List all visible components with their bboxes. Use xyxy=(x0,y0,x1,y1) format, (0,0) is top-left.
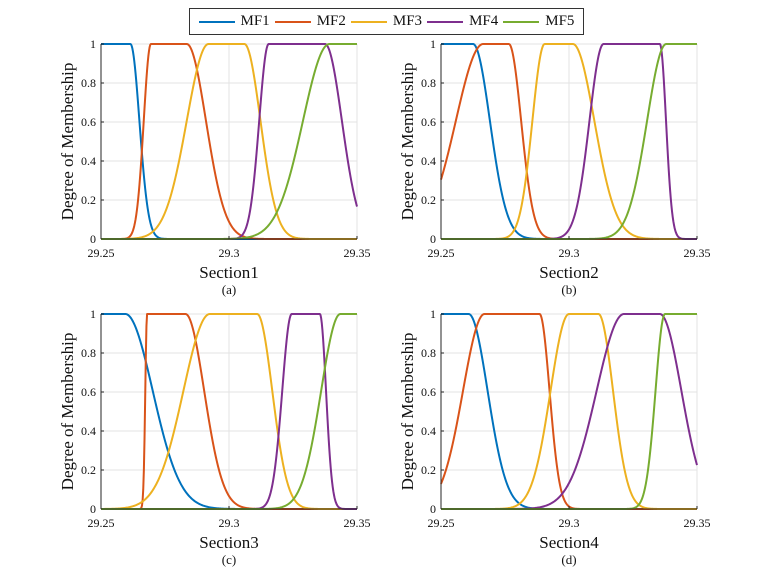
y-axis-label: Degree of Membership xyxy=(58,333,77,491)
y-tick-label: 0.6 xyxy=(81,385,96,399)
x-tick-label: 29.35 xyxy=(344,246,371,260)
chart-panel-4: 0 0.2 0.4 0.6 0.8 1 29.25 29.3 29.35 Degree of Me… xyxy=(398,307,711,567)
y-tick-label: 0.6 xyxy=(421,385,436,399)
legend-label: MF4 xyxy=(469,13,499,29)
y-tick-label: 0.2 xyxy=(81,193,96,207)
x-tick-label: 29.35 xyxy=(684,246,711,260)
chart-title: Section4 xyxy=(539,533,599,552)
legend-swatch xyxy=(350,20,387,23)
x-tick-label: 29.3 xyxy=(559,516,580,530)
legend-label: MF1 xyxy=(240,13,270,29)
y-tick-label: 0 xyxy=(430,502,436,516)
chart-caption: (a) xyxy=(222,282,236,297)
y-axis-label: Degree of Membership xyxy=(398,63,417,221)
y-tick-label: 0.8 xyxy=(81,76,96,90)
legend-swatch xyxy=(427,20,464,23)
y-tick-label: 0.8 xyxy=(421,346,436,360)
y-tick-label: 0 xyxy=(430,232,436,246)
y-tick-label: 0.8 xyxy=(421,76,436,90)
x-tick-label: 29.25 xyxy=(88,246,115,260)
legend-label: MF3 xyxy=(392,13,423,29)
y-tick-label: 0.4 xyxy=(81,154,96,168)
x-tick-label: 29.3 xyxy=(219,516,240,530)
legend-item-mf4: MF4 xyxy=(427,13,498,30)
legend-item-mf1: MF1 xyxy=(198,13,270,30)
x-tick-label: 29.35 xyxy=(684,516,711,530)
legend-item-mf3: MF3 xyxy=(350,13,423,30)
chart-panel-2: 0 0.2 0.4 0.6 0.8 1 29.25 29.3 29.35 Degree of Me… xyxy=(398,37,711,297)
chart-title: Section3 xyxy=(199,533,259,552)
legend-swatch xyxy=(503,20,540,23)
y-tick-label: 0.4 xyxy=(81,424,96,438)
x-tick-label: 29.3 xyxy=(219,246,240,260)
y-tick-label: 0 xyxy=(90,502,96,516)
x-tick-label: 29.25 xyxy=(88,516,115,530)
y-tick-label: 0.6 xyxy=(421,115,436,129)
x-tick-label: 29.25 xyxy=(428,516,455,530)
legend-label: MF5 xyxy=(545,13,575,29)
legend-swatch xyxy=(198,20,235,23)
y-tick-label: 0.8 xyxy=(81,346,96,360)
x-tick-label: 29.35 xyxy=(344,516,371,530)
chart-title: Section2 xyxy=(539,263,599,282)
legend: MF1 MF2 MF3 MF4 MF5 xyxy=(189,8,584,35)
x-tick-label: 29.25 xyxy=(428,246,455,260)
legend-swatch xyxy=(274,20,311,23)
y-axis-label: Degree of Membership xyxy=(58,63,77,221)
y-tick-label: 1 xyxy=(430,37,436,51)
x-tick-label: 29.3 xyxy=(559,246,580,260)
y-tick-label: 1 xyxy=(430,307,436,321)
y-tick-label: 0.4 xyxy=(421,154,436,168)
legend-item-mf5: MF5 xyxy=(503,13,574,30)
y-tick-label: 0 xyxy=(90,232,96,246)
y-tick-label: 0.6 xyxy=(81,115,96,129)
y-tick-label: 0.2 xyxy=(421,193,436,207)
y-tick-label: 1 xyxy=(90,37,96,51)
y-tick-label: 0.4 xyxy=(421,424,436,438)
chart-title: Section1 xyxy=(199,263,259,282)
y-tick-label: 1 xyxy=(90,307,96,321)
chart-panel-1: 0 0.2 0.4 0.6 0.8 1 29.25 29.3 29.35 Degree of Me… xyxy=(58,37,371,297)
chart-panel-3: 0 0.2 0.4 0.6 0.8 1 29.25 29.3 29.35 Degree of Me… xyxy=(58,307,371,567)
y-tick-label: 0.2 xyxy=(421,463,436,477)
chart-caption: (d) xyxy=(561,552,576,567)
chart-caption: (b) xyxy=(561,282,576,297)
y-tick-label: 0.2 xyxy=(81,463,96,477)
legend-label: MF2 xyxy=(316,13,346,29)
legend-item-mf2: MF2 xyxy=(274,13,346,30)
y-axis-label: Degree of Membership xyxy=(398,333,417,491)
chart-caption: (c) xyxy=(222,552,236,567)
